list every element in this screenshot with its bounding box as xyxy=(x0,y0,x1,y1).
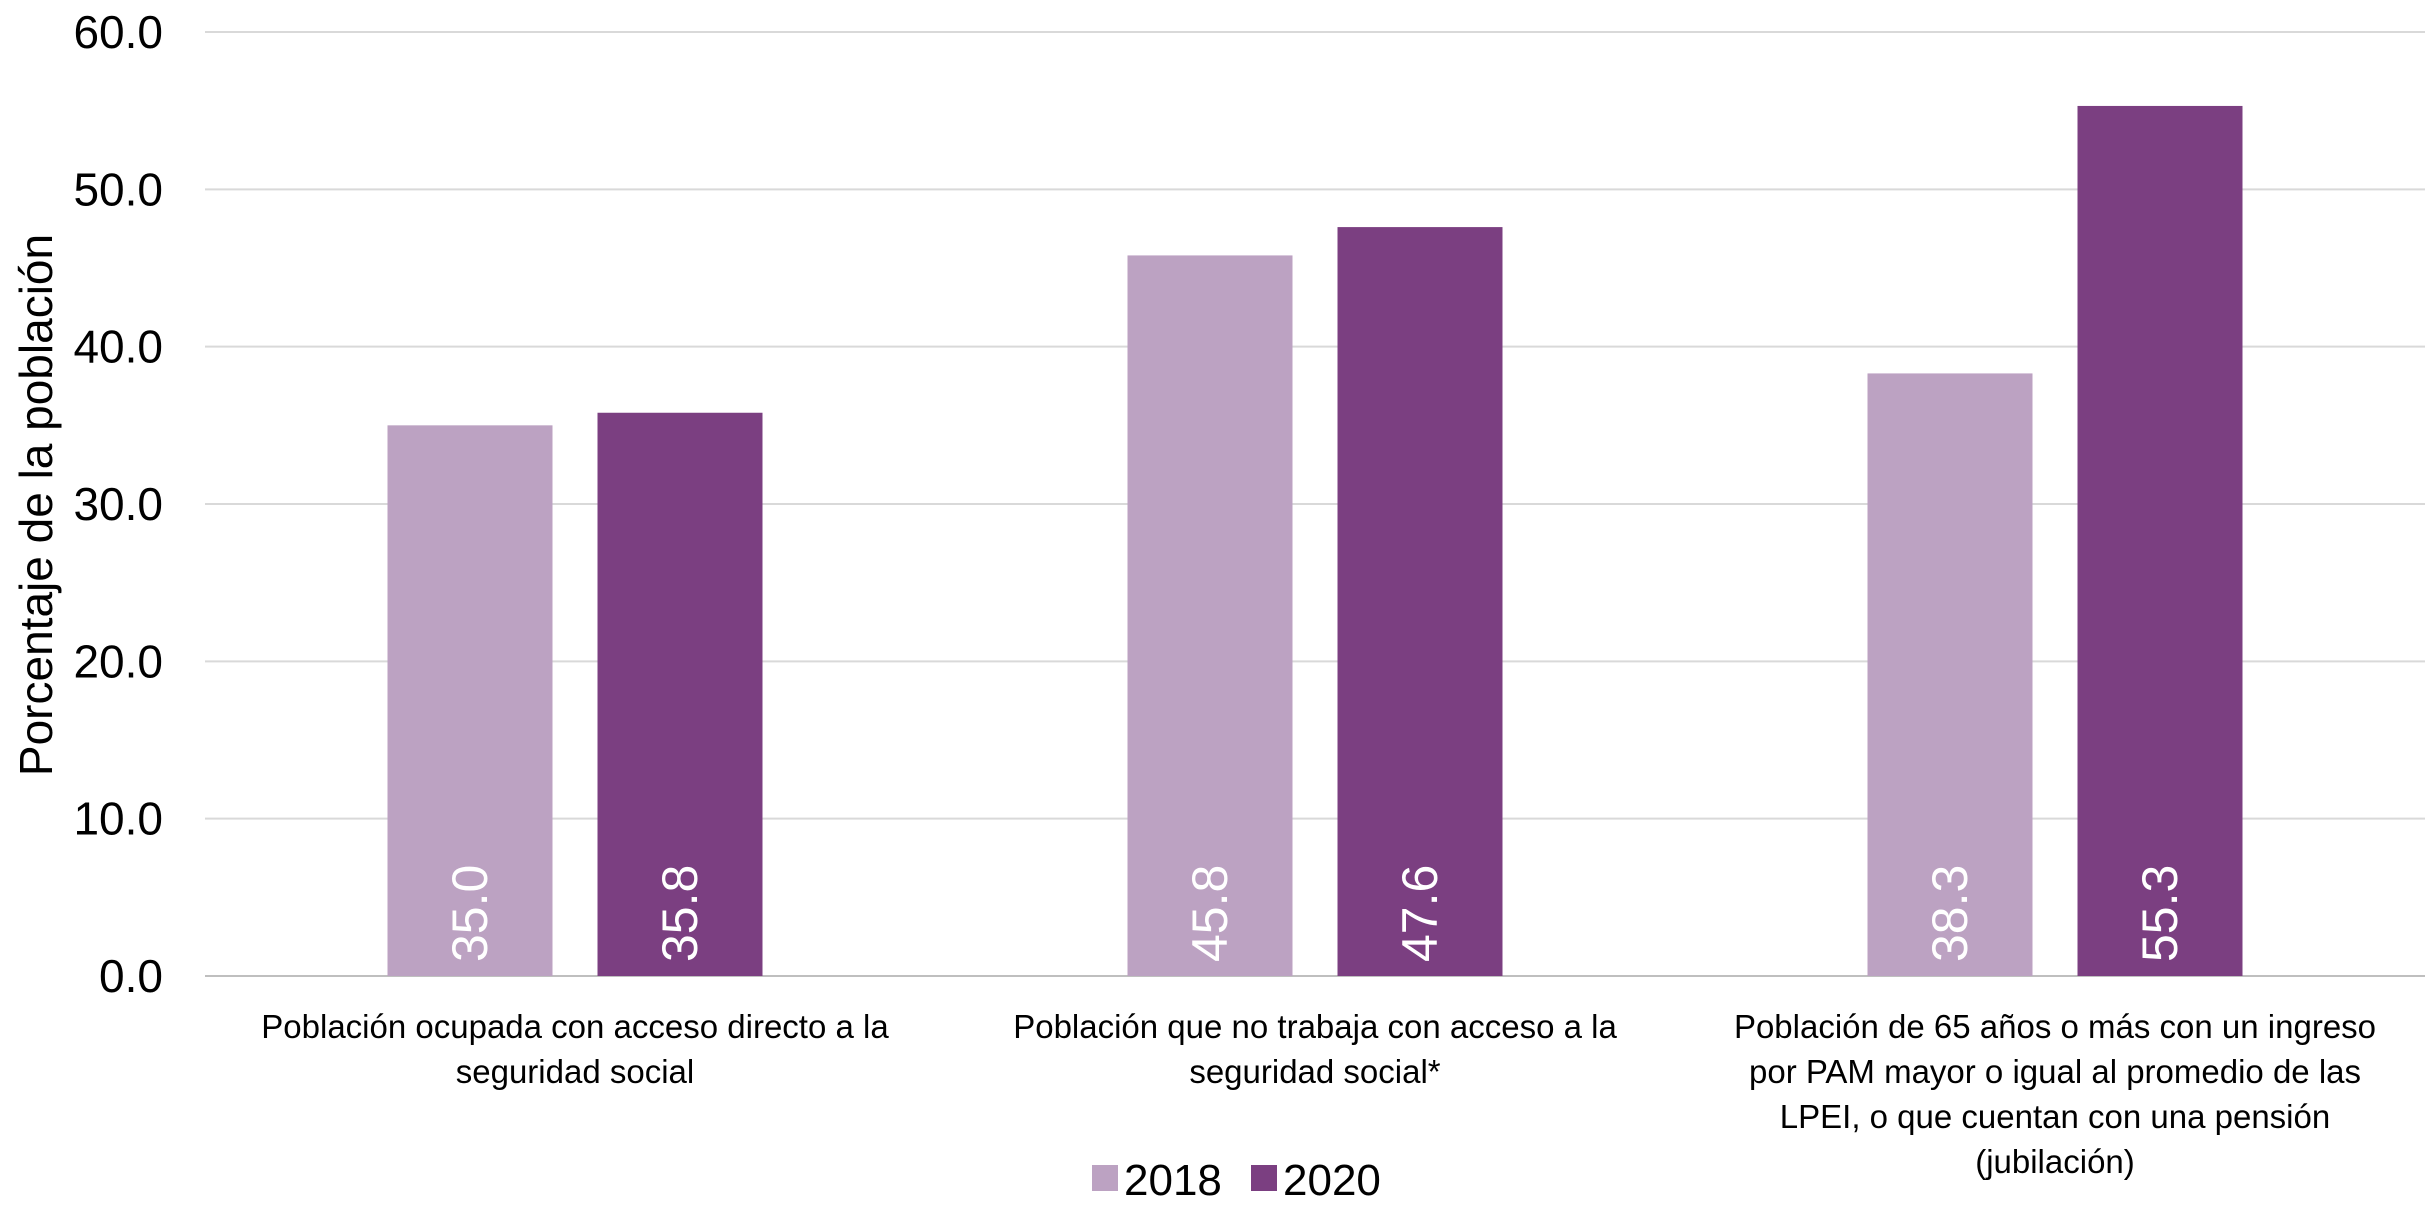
y-axis-label: Porcentaje de la población xyxy=(10,234,62,776)
bar-2018 xyxy=(1867,373,2033,976)
y-axis-ticks: 0.0 10.0 20.0 30.0 40.0 50.0 60.0 xyxy=(73,6,163,1002)
bar-2020 xyxy=(1337,227,1503,977)
bar-2018 xyxy=(1127,255,1293,976)
legend-swatch-2020 xyxy=(1251,1165,1277,1191)
category-label: Población ocupada con acceso directo a l… xyxy=(261,1008,889,1045)
y-tick-label: 20.0 xyxy=(73,635,163,687)
bar-2020 xyxy=(2077,105,2243,977)
data-label: 45.8 xyxy=(1182,865,1238,962)
bar-2018 xyxy=(387,425,553,976)
y-tick-label: 0.0 xyxy=(99,950,163,1002)
category-labels: Población ocupada con acceso directo a l… xyxy=(261,1008,2376,1180)
data-label: 47.6 xyxy=(1392,865,1448,962)
y-tick-label: 10.0 xyxy=(73,793,163,845)
bar-2020 xyxy=(597,412,763,976)
category-label: Población de 65 años o más con un ingres… xyxy=(1734,1008,2376,1045)
bars: 35.0 35.8 45.8 47.6 38.3 55.3 xyxy=(387,105,2243,977)
data-label: 35.0 xyxy=(442,865,498,962)
data-label: 35.8 xyxy=(652,865,708,962)
data-label: 55.3 xyxy=(2132,865,2188,962)
y-tick-label: 30.0 xyxy=(73,478,163,530)
category-label: Población que no trabaja con acceso a la xyxy=(1013,1008,1617,1045)
category-label: seguridad social xyxy=(456,1053,694,1090)
legend: 2018 2020 xyxy=(1092,1156,1381,1205)
legend-label-2018: 2018 xyxy=(1124,1156,1222,1205)
gridlines xyxy=(205,31,2425,977)
y-tick-label: 40.0 xyxy=(73,321,163,373)
category-label: (jubilación) xyxy=(1975,1143,2135,1180)
y-tick-label: 60.0 xyxy=(73,6,163,58)
data-label: 38.3 xyxy=(1922,865,1978,962)
y-tick-label: 50.0 xyxy=(73,163,163,215)
legend-label-2020: 2020 xyxy=(1283,1156,1381,1205)
category-label: por PAM mayor o igual al promedio de las xyxy=(1749,1053,2361,1090)
category-label: seguridad social* xyxy=(1189,1053,1440,1090)
category-label: LPEI, o que cuentan con una pensión xyxy=(1780,1098,2330,1135)
legend-swatch-2018 xyxy=(1092,1165,1118,1191)
